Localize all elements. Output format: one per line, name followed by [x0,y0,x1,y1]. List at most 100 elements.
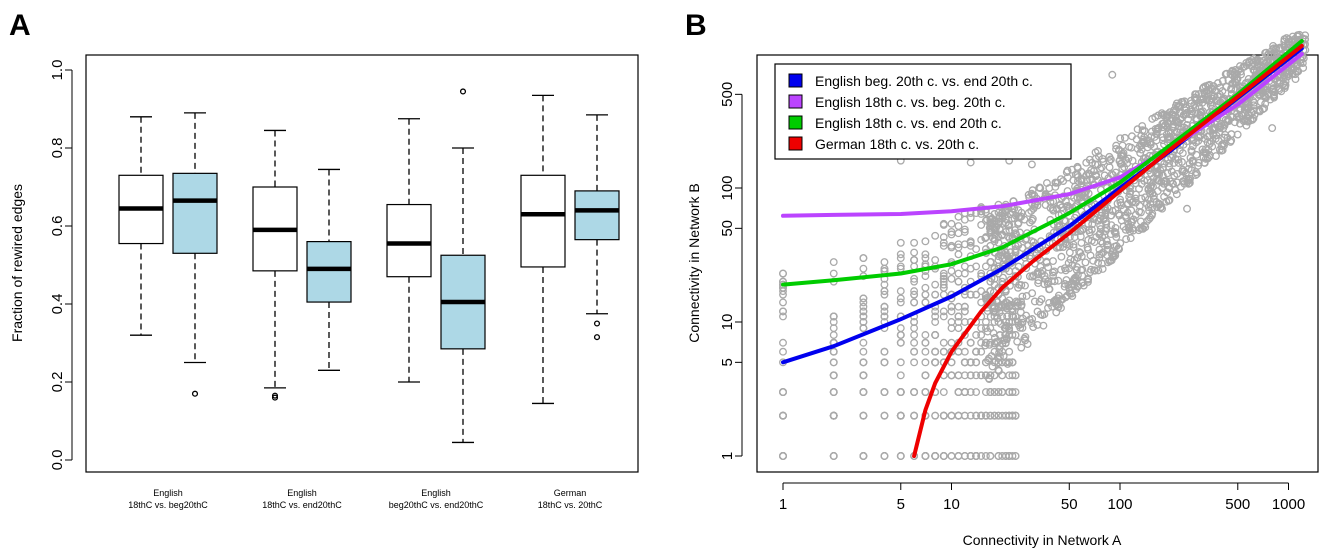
scatter-point [1253,63,1262,72]
scatter-point [921,298,930,307]
scatter-point [1236,62,1244,71]
scatter-point [1008,411,1017,420]
scatter-point [1029,238,1038,247]
scatter-point [999,273,1007,282]
scatter-point [1100,231,1109,240]
plot-frame [756,54,1319,473]
scatter-point [1170,171,1179,180]
scatter-point [859,312,868,321]
scatter-point [779,287,787,296]
scatter-point [960,371,969,380]
scatter-point [1004,221,1013,230]
scatter-point [1296,58,1305,67]
scatter-point [1011,452,1020,460]
scatter-point [1118,164,1127,173]
scatter-point [1014,262,1023,271]
scatter-point [829,371,838,380]
scatter-point [921,452,930,460]
plot-frame [85,54,639,473]
y-tick-label: 100 [719,175,736,200]
scatter-point [779,347,787,356]
scatter-point [1272,44,1281,53]
scatter-point [1131,198,1140,207]
scatter-point [1008,304,1017,313]
scatter-point [1094,266,1103,275]
outlier-point [191,390,199,397]
scatter-point [931,307,940,316]
scatter-point [931,347,940,356]
scatter-point [1160,192,1169,201]
scatter-point [1057,295,1066,304]
scatter-point [1172,106,1181,115]
scatter-point [1154,168,1162,177]
scatter-point [910,331,919,339]
y-tick-label: 0.8 [49,138,66,159]
scatter-point [896,254,905,263]
scatter-point [1011,388,1020,397]
scatter-point [1220,133,1229,142]
scatter-point [1083,243,1092,252]
legend-swatch [788,94,803,109]
scatter-point [1036,310,1045,319]
scatter-point [1127,206,1136,215]
scatter-point [1116,195,1125,204]
panel-a-letter: A [9,9,31,42]
scatter-point [1025,272,1034,281]
scatter-point [977,411,986,420]
scatter-point [994,411,1003,420]
x-tick-label: 1 [779,496,787,513]
scatter-point [1082,158,1091,167]
scatter-point [977,371,986,380]
scatter-point [972,262,981,271]
scatter-point [1021,336,1030,345]
scatter-point [829,388,838,397]
scatter-point [1090,214,1099,223]
scatter-point [1087,236,1096,245]
scatter-point [1103,245,1112,254]
scatter-point [896,358,905,367]
scatter-point [1002,251,1011,260]
scatter-point [1022,292,1031,300]
scatter-point [829,258,838,267]
scatter-point [1069,243,1078,252]
scatter-point [910,274,919,283]
scatter-point [1077,238,1086,247]
scatter-point [1095,250,1104,259]
scatter-point [960,358,969,367]
scatter-point [880,312,889,321]
scatter-point [972,347,981,356]
scatter-point [994,354,1003,363]
scatter-point [896,331,905,339]
scatter-point [880,358,889,367]
scatter-point [1008,358,1017,367]
scatter-point [921,347,930,356]
legend-swatch [788,136,803,151]
scatter-point [1099,214,1108,222]
y-tick-label: 10 [719,314,736,331]
scatter-point [779,452,787,460]
scatter-point [1208,142,1217,151]
scatter-point [880,307,889,316]
scatter-point [954,269,963,278]
scatter-point [921,250,930,259]
scatter-point [995,345,1004,353]
scatter-point [960,347,969,356]
legend-label: English beg. 20th c. vs. end 20th c. [815,73,1033,89]
scatter-point [939,388,948,397]
scatter-point [1096,164,1105,173]
outlier-point [271,394,279,401]
scatter-point [1158,110,1167,119]
scatter-point [1270,93,1278,102]
x-tick-label: 5 [897,496,905,513]
scatter-point [1232,70,1241,79]
scatter-point [966,411,975,420]
scatter-point [1021,281,1029,290]
scatter-point [910,338,919,347]
legend-label: English 18th c. vs. beg. 20th c. [815,94,1006,110]
scatter-point [954,212,963,221]
scatter-point [1005,358,1014,367]
scatter-point [1063,291,1072,300]
scatter-point [921,331,930,339]
scatter-point [1116,134,1125,143]
scatter-point [981,452,990,460]
